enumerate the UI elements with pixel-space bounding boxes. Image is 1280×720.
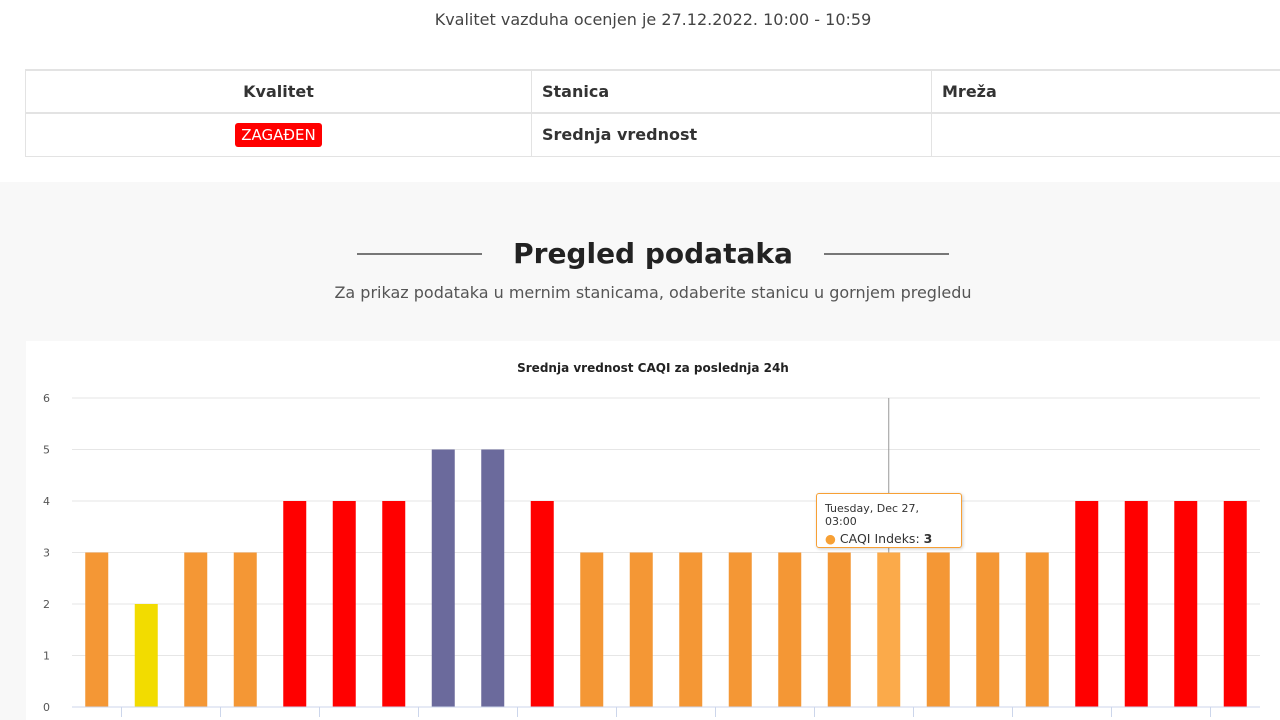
table-row[interactable]: ZAGAĐEN Srednja vrednost (25, 112, 1280, 157)
y-tick-label: 3 (43, 547, 50, 560)
heading-divider-right (823, 252, 949, 255)
chart-tooltip: Tuesday, Dec 27, 03:00 ● CAQI Indeks: 3 (816, 493, 962, 548)
assessment-section: Kvalitet vazduha ocenjen je 27.12.2022. … (0, 0, 1280, 182)
chart-bar[interactable] (827, 552, 851, 708)
chart-bar[interactable] (926, 552, 950, 708)
tooltip-date: Tuesday, Dec 27, 03:00 (825, 502, 920, 528)
overview-subtitle: Za prikaz podataka u mernim stanicama, o… (334, 283, 972, 302)
caqi-chart-card: Srednja vrednost CAQI za poslednja 24h 0 1… (26, 341, 1280, 720)
overview-heading: Pregled podataka (0, 237, 1280, 270)
y-tick-label: 0 (43, 701, 50, 714)
chart-bar[interactable] (1025, 552, 1049, 708)
chart-bar[interactable] (679, 552, 703, 708)
network-cell (931, 112, 1280, 157)
y-tick-label: 1 (43, 650, 50, 663)
tooltip-value: 3 (923, 531, 933, 546)
quality-cell: ZAGAĐEN (25, 112, 532, 157)
overview-title: Pregled podataka (513, 237, 793, 270)
chart-bar[interactable] (629, 552, 653, 708)
chart-bar[interactable] (233, 552, 257, 708)
chart-bar[interactable] (1174, 501, 1198, 707)
caqi-bar-chart[interactable]: Srednja vrednost CAQI za poslednja 24h 0 1… (26, 341, 1280, 720)
table-header-row: Kvalitet Stanica Mreža (25, 69, 1280, 114)
series-dot-icon: ● (825, 531, 836, 546)
chart-bar[interactable] (580, 552, 604, 708)
y-tick-label: 5 (43, 444, 50, 457)
chart-bar[interactable] (1223, 501, 1247, 707)
tooltip-series-label: CAQI Indeks (839, 531, 916, 546)
y-tick-label: 6 (43, 392, 50, 405)
chart-bar[interactable] (332, 501, 356, 707)
chart-bar[interactable] (382, 501, 406, 707)
y-tick-label: 2 (43, 598, 50, 611)
chart-bar[interactable] (976, 552, 1000, 708)
header-network: Mreža (931, 69, 1280, 114)
chart-bar[interactable] (283, 501, 307, 707)
header-station: Stanica (531, 69, 932, 114)
chart-bar[interactable] (134, 604, 158, 707)
chart-bar[interactable] (530, 501, 554, 707)
assessment-text: Kvalitet vazduha ocenjen je 27.12.2022. … (434, 10, 872, 29)
chart-bar[interactable] (778, 552, 802, 708)
quality-status-badge: ZAGAĐEN (235, 122, 322, 147)
overview-section: Pregled podataka Za prikaz podataka u me… (0, 182, 1280, 720)
heading-divider-left (357, 252, 483, 255)
chart-bar[interactable] (184, 552, 208, 708)
chart-bar[interactable] (877, 552, 901, 708)
quality-table: Kvalitet Stanica Mreža ZAGAĐEN Srednja v… (25, 69, 1280, 157)
tooltip-row: ● CAQI Indeks: 3 (825, 531, 933, 546)
chart-title: Srednja vrednost CAQI za poslednja 24h (517, 361, 789, 375)
chart-bar[interactable] (1075, 501, 1099, 707)
station-cell[interactable]: Srednja vrednost (531, 112, 932, 157)
header-quality: Kvalitet (25, 69, 532, 114)
chart-bar[interactable] (431, 449, 455, 708)
chart-bar[interactable] (1124, 501, 1148, 707)
chart-bar[interactable] (728, 552, 752, 708)
chart-bar[interactable] (481, 449, 505, 708)
y-tick-label: 4 (43, 495, 50, 508)
chart-bar[interactable] (85, 552, 109, 708)
